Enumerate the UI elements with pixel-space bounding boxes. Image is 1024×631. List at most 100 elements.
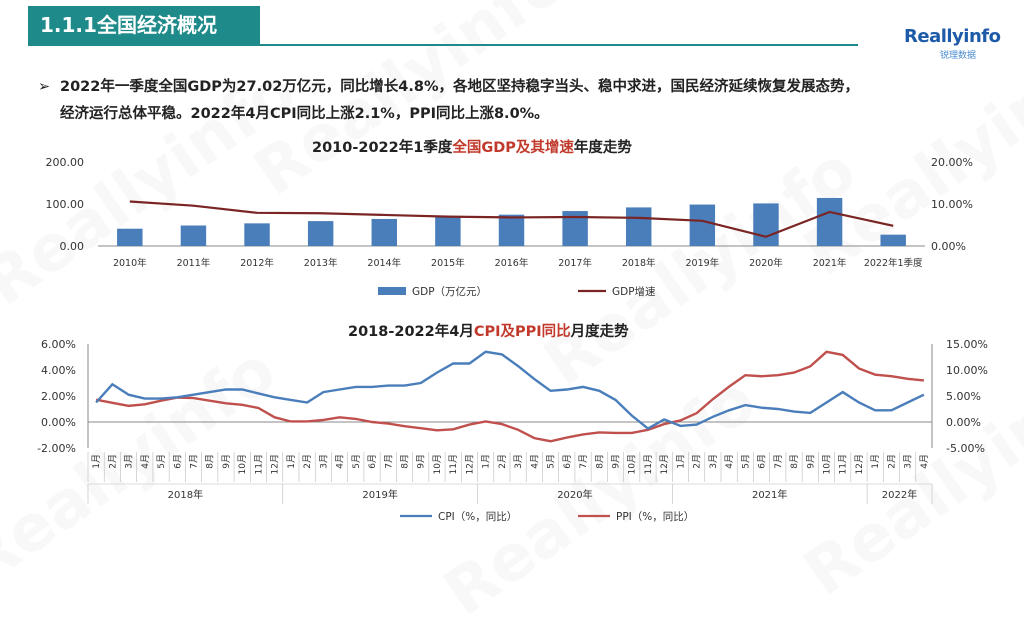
gdp-bar: [753, 203, 779, 246]
x-tick-label: 2月: [107, 454, 118, 469]
year-label: 2019年: [362, 488, 397, 501]
gdp-bar: [180, 225, 207, 246]
logo-text: Reallyinfo: [904, 26, 1001, 47]
x-tick-label: 12月: [854, 454, 865, 474]
x-tick-label: 10月: [432, 454, 443, 474]
year-label: 2020年: [557, 488, 592, 501]
x-tick-label: 2013年: [304, 257, 338, 269]
y-tick-label: 100.00: [46, 198, 85, 211]
gdp-bar: [689, 204, 716, 246]
y2-tick-label: 15.00%: [946, 338, 988, 351]
x-tick-label: 5月: [156, 454, 167, 469]
x-tick-label: 2022年1季度: [864, 257, 923, 269]
x-tick-label: 2021年: [813, 257, 847, 269]
x-tick-label: 9月: [805, 454, 816, 469]
y-tick-label: 4.00%: [41, 364, 76, 377]
y-tick-label: 2.00%: [41, 390, 76, 403]
x-tick-label: 11月: [253, 454, 264, 474]
summary-line-1: 2022年一季度全国GDP为27.02万亿元，同比增长4.8%，各地区坚持稳字当…: [60, 79, 859, 95]
x-tick-label: 5月: [740, 454, 751, 469]
x-tick-label: 2019年: [686, 257, 720, 269]
gdp-bar: [816, 197, 843, 246]
section-title: 1.1.1全国经济概况: [28, 6, 260, 44]
x-tick-label: 2012年: [240, 257, 274, 269]
x-tick-label: 4月: [919, 454, 930, 469]
x-tick-label: 2016年: [495, 257, 529, 269]
cpi-line: [95, 350, 925, 430]
legend-label-gdp: GDP（万亿元）: [412, 285, 487, 298]
title-underline: [28, 44, 858, 46]
y2-tick-label: 10.00%: [946, 364, 988, 377]
x-tick-label: 2017年: [558, 257, 592, 269]
legend-label-cpi: CPI（%，同比）: [438, 510, 517, 523]
x-tick-label: 3月: [708, 454, 719, 469]
x-tick-label: 2010年: [113, 257, 147, 269]
x-tick-label: 9月: [416, 454, 427, 469]
x-tick-label: 8月: [205, 454, 216, 469]
x-tick-label: 3月: [513, 454, 524, 469]
x-tick-label: 2月: [692, 454, 703, 469]
x-tick-label: 2015年: [431, 257, 465, 269]
summary-line-2: 经济运行总体平稳。2022年4月CPI同比上涨2.1%，PPI同比上涨8.0%。: [60, 106, 549, 122]
x-tick-label: 2020年: [749, 257, 783, 269]
x-tick-label: 6月: [172, 454, 183, 469]
x-tick-label: 4月: [140, 454, 151, 469]
x-tick-label: 6月: [367, 454, 378, 469]
x-tick-label: 10月: [237, 454, 248, 474]
y2-tick-label: 0.00%: [931, 240, 966, 253]
year-label: 2021年: [752, 488, 787, 501]
x-tick-label: 1月: [91, 454, 102, 469]
x-tick-label: 9月: [611, 454, 622, 469]
legend-label-growth: GDP增速: [612, 285, 656, 298]
year-label: 2018年: [168, 488, 203, 501]
y-tick-label: 6.00%: [41, 338, 76, 351]
x-tick-label: 7月: [773, 454, 784, 469]
gdp-bar: [307, 221, 334, 246]
x-tick-label: 11月: [643, 454, 654, 474]
x-tick-label: 12月: [464, 454, 475, 474]
summary-bullet: ➢ 2022年一季度全国GDP为27.02万亿元，同比增长4.8%，各地区坚持稳…: [38, 74, 1000, 128]
x-tick-label: 7月: [578, 454, 589, 469]
x-tick-label: 8月: [789, 454, 800, 469]
x-tick-label: 6月: [757, 454, 768, 469]
gdp-title-part1: 2010-2022年1季度: [312, 140, 453, 156]
y2-tick-label: 20.00%: [931, 156, 973, 169]
y-tick-label: 0.00: [60, 240, 85, 253]
slide: Reallyinfo Reallyinfo Reallyinfo Reallyi…: [28, 6, 1001, 523]
y2-tick-label: 10.00%: [931, 198, 973, 211]
y-tick-label: 200.00: [46, 156, 85, 169]
x-tick-label: 1月: [481, 454, 492, 469]
bullet-arrow-icon: ➢: [38, 79, 51, 95]
x-tick-label: 3月: [124, 454, 135, 469]
x-tick-label: 4月: [529, 454, 540, 469]
x-tick-label: 1月: [675, 454, 686, 469]
year-label: 2022年: [882, 488, 917, 501]
x-tick-label: 2018年: [622, 257, 656, 269]
x-tick-label: 8月: [400, 454, 411, 469]
x-tick-label: 2月: [886, 454, 897, 469]
gdp-title-part2: 全国GDP及其增速: [452, 140, 574, 156]
x-tick-label: 10月: [627, 454, 638, 474]
gdp-growth-line: [129, 200, 894, 238]
ppi-line: [95, 350, 924, 443]
gdp-bar: [117, 228, 143, 246]
y2-tick-label: 5.00%: [946, 390, 981, 403]
x-tick-label: 12月: [659, 454, 670, 474]
x-tick-label: 1月: [870, 454, 881, 469]
x-tick-label: 2011年: [177, 257, 211, 269]
y2-tick-label: -5.00%: [946, 442, 985, 455]
gdp-bar: [626, 207, 652, 246]
gdp-chart-title: 2010-2022年1季度全国GDP及其增速年度走势: [312, 136, 632, 157]
gdp-bar: [880, 234, 906, 246]
price-title-part2: CPI及PPI同比: [473, 324, 571, 340]
x-tick-label: 2月: [497, 454, 508, 469]
gdp-bar: [371, 218, 397, 246]
cpi-ppi-chart: -2.00% 0.00% 2.00% 4.00% 6.00% -5.00% 0.00% 5.0…: [37, 338, 988, 523]
x-tick-label: 2014年: [367, 257, 401, 269]
x-tick-label: 2月: [302, 454, 313, 469]
price-chart-title: 2018-2022年4月CPI及PPI同比月度走势: [348, 320, 629, 341]
x-tick-label: 11月: [448, 454, 459, 474]
x-tick-label: 1月: [286, 454, 297, 469]
gdp-bar: [435, 217, 461, 246]
x-tick-label: 10月: [822, 454, 833, 474]
